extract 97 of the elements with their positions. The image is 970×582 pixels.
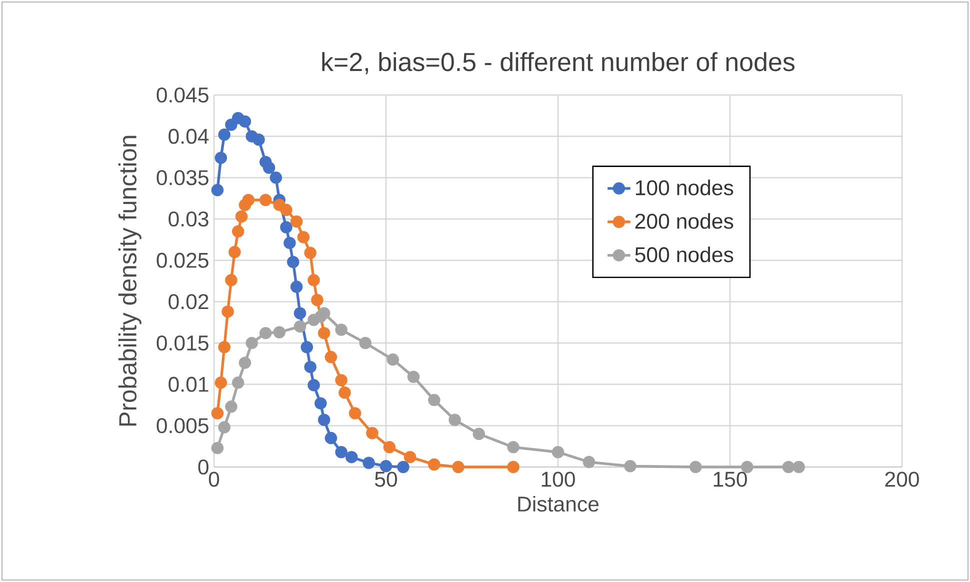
point	[242, 194, 255, 206]
x-tick-label: 200	[885, 472, 919, 487]
point	[232, 376, 244, 389]
point	[404, 450, 416, 464]
y-tick-label: 0.005	[156, 418, 208, 434]
point	[397, 460, 410, 474]
point	[218, 340, 230, 354]
point	[218, 421, 230, 434]
point	[318, 307, 330, 320]
point	[366, 426, 378, 440]
x-tick-label: 0	[208, 472, 220, 487]
legend-label: 200 nodes	[635, 213, 734, 229]
y-tick-label: 0.045	[156, 87, 208, 103]
point	[246, 336, 258, 350]
point	[428, 458, 440, 471]
point	[211, 184, 224, 196]
y-tick-label: 0.015	[156, 335, 208, 351]
point	[211, 407, 224, 420]
x-axis-title: Distance	[518, 496, 599, 512]
point	[218, 128, 230, 141]
x-tick-label: 100	[542, 472, 575, 487]
point	[284, 236, 296, 250]
point	[782, 460, 795, 474]
point	[324, 432, 338, 444]
point	[294, 320, 306, 333]
point	[308, 274, 320, 286]
point	[348, 407, 362, 420]
point	[290, 215, 303, 228]
point	[689, 460, 702, 474]
point	[222, 305, 234, 318]
point	[308, 379, 320, 392]
legend-label: 500 nodes	[635, 246, 734, 262]
point	[290, 280, 303, 293]
y-tick-label: 0.04	[168, 128, 209, 144]
point	[280, 204, 292, 216]
point	[294, 307, 306, 320]
point	[428, 394, 440, 406]
point	[792, 460, 805, 474]
point	[362, 456, 375, 470]
point	[297, 231, 310, 244]
point	[380, 460, 392, 472]
point	[225, 274, 238, 286]
point	[359, 336, 372, 350]
point	[273, 326, 286, 338]
point	[448, 414, 461, 426]
point	[311, 294, 324, 306]
point	[582, 456, 596, 468]
point	[318, 326, 330, 340]
point	[280, 221, 292, 234]
point	[507, 441, 520, 454]
chart-title: k=2, bias=0.5 - different number of nodes	[322, 52, 795, 74]
point	[262, 162, 276, 174]
point	[225, 118, 238, 131]
y-tick-label: 0.01	[168, 376, 208, 392]
point	[238, 115, 252, 128]
point	[304, 360, 316, 374]
point	[624, 460, 636, 472]
point	[741, 460, 754, 474]
point	[472, 428, 486, 440]
point	[300, 340, 314, 354]
point	[259, 194, 272, 206]
point	[324, 350, 338, 364]
point	[211, 442, 224, 454]
y-axis-title: Probability density function	[118, 136, 142, 426]
legend-label: 100 nodes	[636, 180, 734, 196]
point	[345, 450, 358, 464]
point	[335, 324, 348, 336]
point	[335, 446, 348, 458]
point	[383, 441, 396, 454]
point	[335, 374, 348, 386]
x-tick-label: 150	[714, 472, 747, 487]
point	[252, 134, 265, 146]
point	[304, 246, 316, 260]
point	[259, 326, 272, 340]
point	[286, 256, 300, 268]
point	[270, 172, 282, 184]
y-tick-label: 0.035	[156, 170, 208, 186]
y-tick-label: 0.02	[168, 294, 208, 310]
point	[338, 386, 351, 399]
y-tick-label: 0.03	[168, 211, 208, 227]
point	[452, 460, 464, 474]
point	[318, 414, 330, 426]
point	[407, 370, 420, 384]
point	[507, 460, 520, 474]
y-tick-label: 0	[198, 459, 208, 475]
point	[552, 446, 564, 458]
point	[314, 397, 327, 410]
point	[214, 152, 228, 164]
x-tick-label: 50	[374, 472, 398, 487]
point	[235, 210, 248, 223]
point	[232, 225, 244, 238]
y-tick-label: 0.025	[156, 252, 208, 268]
point	[228, 246, 241, 258]
point	[225, 400, 238, 413]
point	[214, 376, 228, 389]
point	[238, 356, 252, 369]
point	[386, 353, 400, 366]
